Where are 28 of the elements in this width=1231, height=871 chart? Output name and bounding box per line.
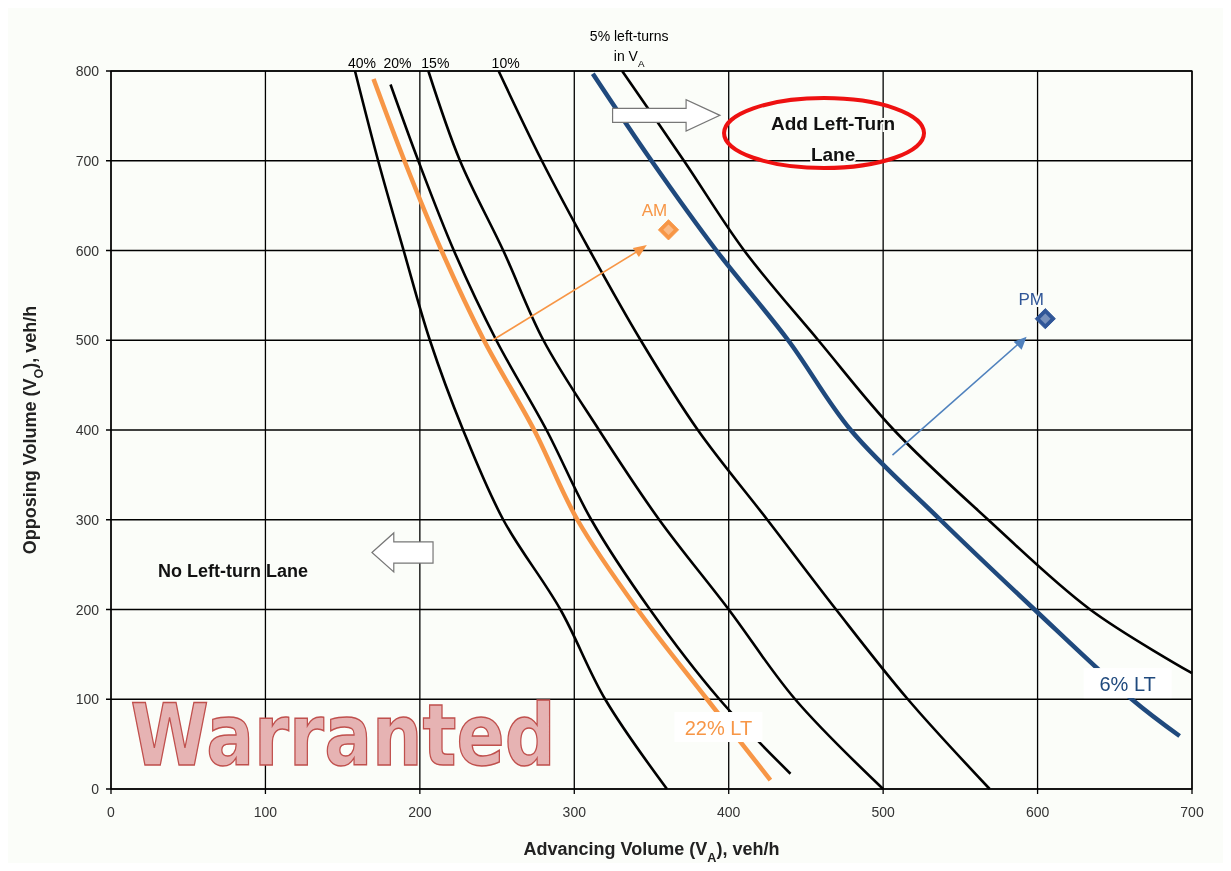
- series-label: 10%: [491, 55, 520, 71]
- x-axis-title: Advancing Volume (V$_{A}$), veh/h: [523, 839, 780, 865]
- y-tick-label: 700: [75, 152, 100, 169]
- series-label: 15%: [421, 55, 450, 71]
- x-tick-label: 200: [408, 804, 432, 820]
- annotation: No Left-turn Lane: [158, 560, 309, 581]
- x-tick-label: 500: [871, 804, 896, 820]
- y-tick-label: 100: [75, 691, 100, 708]
- y-tick-label: 0: [91, 781, 100, 797]
- x-tick-label: 100: [253, 804, 278, 820]
- series-label: AM: [641, 200, 668, 220]
- y-tick-label: 300: [75, 511, 100, 528]
- x-tick-label: 300: [562, 804, 587, 820]
- series-label: 20%: [383, 55, 412, 71]
- line-series: [590, 71, 1182, 739]
- x-tick-label: 0: [107, 804, 116, 820]
- x-tick-label: 600: [1025, 804, 1050, 820]
- x-tick-label: 700: [1180, 804, 1204, 820]
- y-tick-label: 400: [75, 422, 100, 438]
- series-label: 22% LT: [684, 717, 753, 740]
- y-tick-label: 200: [75, 601, 100, 618]
- y-tick-label: 600: [75, 242, 100, 259]
- x-tick-label: 400: [717, 804, 741, 820]
- series-label: 6% LT: [1099, 673, 1156, 696]
- y-tick-label: 800: [75, 63, 100, 79]
- y-tick-label: 500: [75, 332, 100, 349]
- series-label: 5% left-turns in V$_{A}$: [589, 28, 669, 69]
- series-label: 40%: [347, 55, 377, 71]
